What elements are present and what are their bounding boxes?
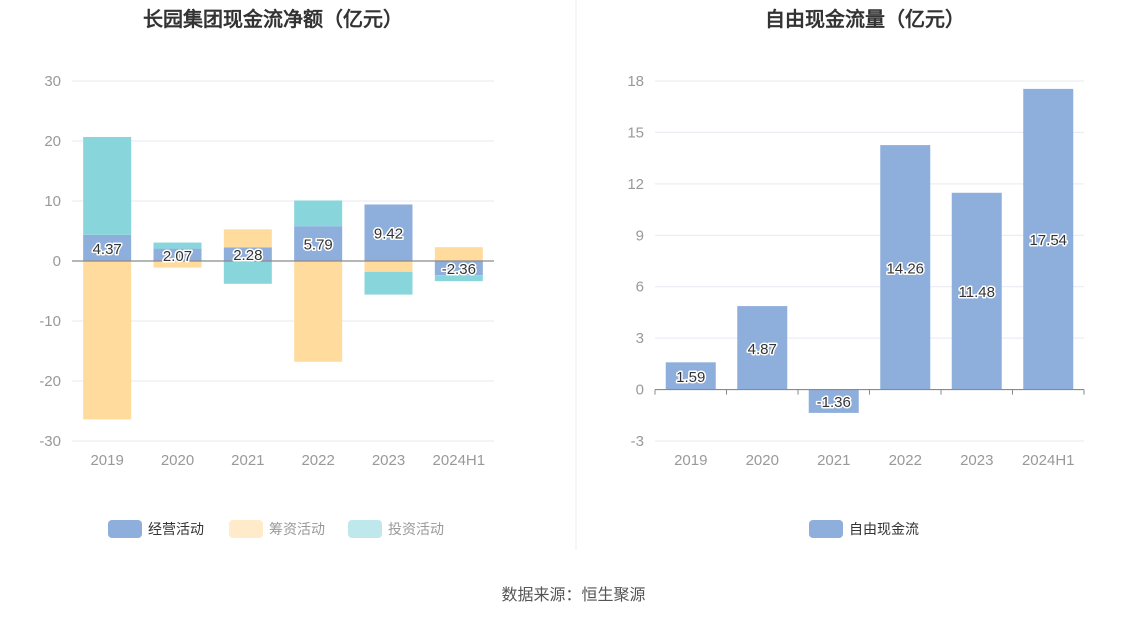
y-tick-label: 20 [44, 133, 61, 150]
x-tick-label: 2020 [746, 452, 779, 469]
legend-label: 经营活动 [148, 522, 204, 538]
y-tick-label: -30 [39, 433, 61, 450]
data-label: 1.59 [676, 369, 705, 386]
bar-经营活动-2022 [294, 226, 343, 261]
x-tick-label: 2023 [960, 452, 993, 469]
data-label: 17.54 [1029, 232, 1067, 249]
bar-经营活动-2019 [83, 234, 132, 261]
bar-投资活动-2022 [294, 200, 343, 227]
x-tick-label: 2020 [161, 452, 194, 469]
data-label: 4.87 [748, 341, 777, 358]
x-tick-label: 2022 [301, 452, 334, 469]
bar-筹资活动-2022 [294, 261, 343, 362]
y-tick-label: 0 [53, 253, 61, 270]
x-tick-label: 2019 [674, 452, 707, 469]
data-label: 11.48 [959, 284, 995, 301]
y-tick-label: 0 [636, 382, 644, 399]
x-tick-label: 2024H1 [1022, 452, 1075, 469]
bar-投资活动-2019 [83, 136, 132, 235]
bar-投资活动-2020 [153, 242, 202, 249]
legend-label: 筹资活动 [269, 521, 325, 538]
bar-经营活动-2023 [364, 204, 413, 261]
bar-自由现金流-2019 [665, 362, 716, 390]
y-tick-label: 6 [636, 279, 644, 296]
bar-投资活动-2023 [364, 271, 413, 295]
bar-筹资活动-2020 [153, 261, 202, 268]
legend-swatch [348, 520, 382, 538]
data-label: 2.07 [163, 248, 192, 265]
bar-自由现金流-2023 [951, 192, 1002, 390]
bar-自由现金流-2020 [737, 306, 788, 390]
data-label: 2.28 [233, 247, 262, 264]
y-tick-label: 18 [627, 73, 644, 90]
chart-title: 自由现金流量（亿元） [765, 7, 965, 31]
bar-投资活动-2021 [223, 261, 272, 284]
y-tick-label: 12 [627, 176, 644, 193]
y-tick-label: 15 [627, 124, 644, 141]
bar-自由现金流-2022 [880, 145, 931, 390]
legend-swatch [809, 520, 843, 538]
y-tick-label: -10 [39, 313, 61, 330]
x-tick-label: 2024H1 [433, 452, 486, 469]
data-label: 14.26 [886, 260, 924, 277]
legend-label: 投资活动 [388, 522, 444, 538]
chart-title: 长园集团现金流净额（亿元） [143, 7, 403, 31]
bar-经营活动-2021 [223, 247, 272, 261]
data-label: 4.37 [93, 241, 122, 258]
x-tick-label: 2021 [231, 452, 264, 469]
y-tick-label: 9 [636, 227, 644, 244]
y-tick-label: 3 [636, 330, 644, 347]
x-tick-label: 2022 [889, 452, 922, 469]
data-label: 9.42 [374, 226, 403, 243]
y-tick-label: -20 [39, 373, 61, 390]
x-tick-label: 2023 [372, 452, 405, 469]
bar-自由现金流-2024H1 [1023, 88, 1074, 390]
x-tick-label: 2021 [817, 452, 850, 469]
legend-label: 自由现金流 [849, 522, 919, 538]
data-label: -2.36 [442, 261, 476, 278]
y-tick-label: 10 [44, 193, 61, 210]
bar-经营活动-2020 [153, 248, 202, 261]
bar-自由现金流-2021 [808, 389, 859, 413]
data-label: 5.79 [304, 237, 333, 254]
y-tick-label: 30 [44, 73, 61, 90]
y-tick-label: -3 [631, 433, 644, 450]
bar-筹资活动-2021 [223, 229, 272, 248]
bar-经营活动-2024H1 [434, 261, 483, 276]
bar-筹资活动-2023 [364, 261, 413, 272]
bar-投资活动-2024H1 [434, 275, 483, 282]
data-label: -1.36 [817, 394, 851, 411]
legend-swatch [229, 520, 263, 538]
bar-筹资活动-2024H1 [434, 247, 483, 261]
cash-flow-net-chart: 长园集团现金流净额（亿元） -30 -20 -10 0 10 20 30 2019 2020 202… [39, 7, 494, 538]
data-source: 数据来源：恒生聚源 [501, 585, 646, 604]
legend-swatch [108, 520, 142, 538]
x-tick-label: 2019 [90, 452, 123, 469]
free-cash-flow-chart: 自由现金流量（亿元） -3 0 3 6 9 12 15 18 2019 2020 2021 2022 20… [627, 7, 1085, 538]
bar-筹资活动-2019 [83, 261, 132, 420]
